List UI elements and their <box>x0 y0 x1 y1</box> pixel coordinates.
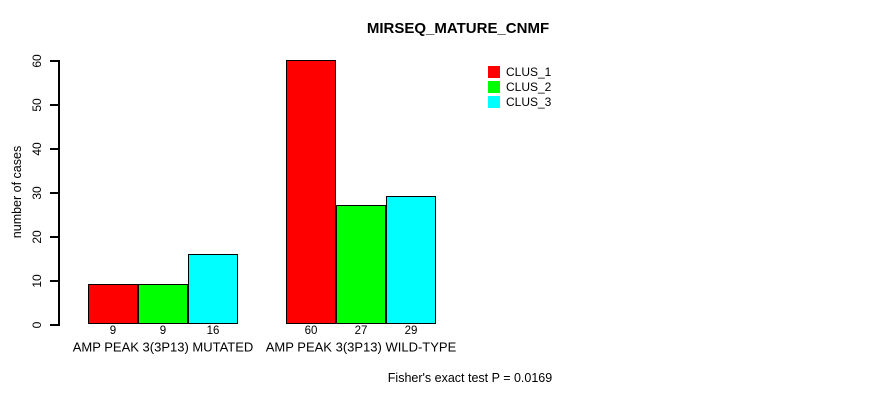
y-tick-label: 40 <box>30 142 44 156</box>
y-tick-label: 30 <box>30 186 44 200</box>
legend: CLUS_1 CLUS_2 CLUS_3 <box>488 65 551 109</box>
bar-value-label: 16 <box>206 325 220 337</box>
y-axis-line <box>58 60 60 326</box>
legend-label: CLUS_2 <box>506 80 552 95</box>
bar-value-label: 9 <box>109 325 117 337</box>
category-label: AMP PEAK 3(3P13) MUTATED <box>72 339 254 355</box>
y-tick-label: 0 <box>30 321 44 329</box>
bar-value-label: 29 <box>404 325 418 337</box>
y-tick-label: 60 <box>30 54 44 68</box>
bar-clus_2-group1 <box>138 284 188 324</box>
y-tick-mark <box>50 60 58 62</box>
bar-clus_2-group2 <box>336 205 386 324</box>
legend-label: CLUS_1 <box>506 65 552 80</box>
y-axis-title: number of cases <box>10 145 24 239</box>
legend-item-clus_3: CLUS_3 <box>488 94 551 109</box>
y-tick-label: 50 <box>30 98 44 112</box>
y-tick-mark <box>50 280 58 282</box>
bar-value-label: 9 <box>159 325 167 337</box>
y-tick-mark <box>50 236 58 238</box>
category-label: AMP PEAK 3(3P13) WILD-TYPE <box>265 339 457 355</box>
y-tick-mark <box>50 192 58 194</box>
annotation-fisher-test: Fisher's exact test P = 0.0169 <box>387 371 553 385</box>
legend-label: CLUS_3 <box>506 94 552 109</box>
y-tick-label: 10 <box>30 274 44 288</box>
legend-item-clus_2: CLUS_2 <box>488 80 551 95</box>
legend-swatch-clus_2 <box>488 81 500 94</box>
bar-clus_1-group1 <box>88 284 138 324</box>
y-tick-label: 20 <box>30 230 44 244</box>
bar-value-label: 27 <box>354 325 368 337</box>
chart-title: MIRSEQ_MATURE_CNMF <box>366 20 550 37</box>
y-tick-mark <box>50 324 58 326</box>
bar-clus_3-group2 <box>386 196 436 324</box>
bar-clus_1-group2 <box>286 60 336 324</box>
bar-value-label: 60 <box>304 325 318 337</box>
y-tick-mark <box>50 104 58 106</box>
legend-item-clus_1: CLUS_1 <box>488 65 551 80</box>
y-tick-mark <box>50 148 58 150</box>
bar-clus_3-group1 <box>188 253 238 324</box>
legend-swatch-clus_1 <box>488 66 500 79</box>
legend-swatch-clus_3 <box>488 95 500 108</box>
